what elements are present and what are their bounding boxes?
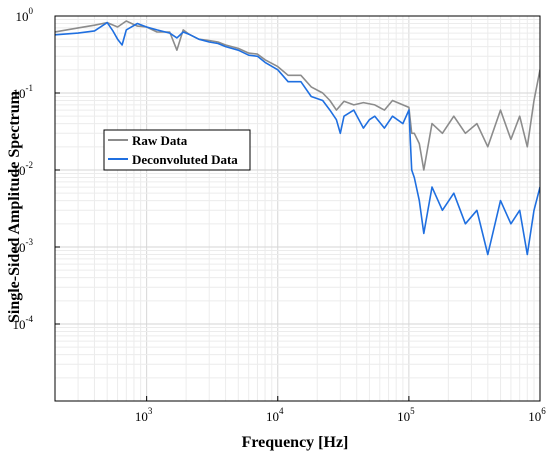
y-tick-exponent: 0: [29, 6, 34, 16]
legend-label-deconvoluted: Deconvoluted Data: [132, 152, 238, 167]
legend: Raw Data Deconvoluted Data: [103, 129, 251, 171]
y-tick-exponent: -2: [26, 160, 34, 170]
x-tick-exponent: 3: [148, 406, 153, 416]
x-tick-exponent: 6: [541, 406, 546, 416]
series-line-1: [55, 21, 540, 256]
x-axis-title: Frequency [Hz]: [242, 434, 349, 451]
plot-lines: [55, 20, 540, 256]
plot-frame: [54, 15, 541, 402]
x-tick-exponent: 5: [410, 406, 415, 416]
y-tick-exponent: -4: [26, 314, 34, 324]
y-tick-exponent: -1: [26, 83, 34, 93]
legend-label-raw: Raw Data: [132, 133, 188, 148]
x-tick-exponent: 4: [279, 406, 284, 416]
legend-box: [103, 129, 251, 171]
y-axis-title: Single-Sided Amplitude Spectrum: [6, 90, 23, 323]
y-tick-exponent: -3: [26, 237, 34, 247]
